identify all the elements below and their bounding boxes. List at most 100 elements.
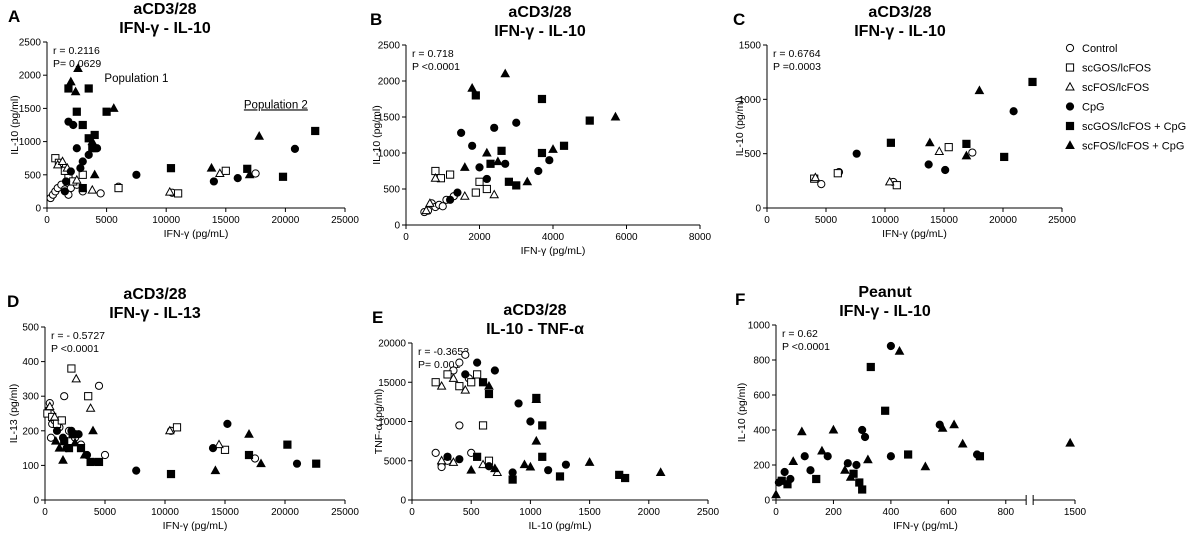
series-scfos-lcfos (810, 146, 945, 186)
data-point (108, 103, 119, 112)
data-point (446, 195, 455, 204)
data-point (949, 419, 959, 429)
data-point (490, 123, 499, 132)
y-axis-label: IL-10 (pg/ml) (371, 105, 383, 165)
legend-marker (1065, 140, 1075, 149)
data-point (437, 462, 446, 472)
data-point (72, 144, 81, 153)
stats-line: r = - 0.5727 (51, 330, 105, 342)
data-point (256, 458, 266, 468)
data-point (455, 358, 464, 367)
series-scfos-lcfos (52, 156, 225, 196)
data-point (812, 474, 821, 484)
stats-line: r = -0.3653 (418, 346, 469, 358)
data-point (548, 144, 558, 153)
data-point (221, 166, 230, 175)
data-point (974, 85, 985, 95)
data-point (72, 107, 81, 116)
data-point (968, 148, 977, 157)
series-cpg (443, 358, 571, 477)
panel-letter: C (733, 10, 745, 29)
x-tick-label: 6000 (615, 232, 638, 243)
data-point (436, 455, 447, 465)
data-point (70, 86, 81, 96)
series-scgos-lcfos-cpg (777, 362, 985, 494)
data-point (94, 457, 104, 467)
stats-line: P =0.0003 (773, 61, 821, 73)
data-point (446, 170, 455, 179)
legend-label: scFOS/lcFOS (1082, 82, 1149, 94)
data-point (453, 188, 462, 197)
y-axis-label: TNF-α (pg/ml) (373, 389, 385, 455)
legend-item: scGOS/lcFOS (1065, 63, 1151, 75)
data-point (84, 392, 93, 401)
y-tick-label: 1500 (739, 41, 762, 52)
y-tick-label: 200 (22, 426, 39, 437)
data-point (283, 440, 292, 449)
y-tick-label: 300 (22, 392, 39, 403)
legend-item: scGOS/lcFOS + CpG (1065, 121, 1186, 133)
data-point (166, 164, 176, 173)
data-point (534, 166, 543, 176)
data-point (561, 460, 571, 469)
panel-title: aCD3/28 (508, 4, 571, 21)
data-point (220, 445, 230, 454)
x-tick-label: 0 (403, 232, 409, 243)
data-point (466, 464, 477, 474)
data-point (85, 403, 96, 412)
data-point (457, 128, 466, 137)
data-point (312, 459, 321, 468)
data-point (71, 373, 82, 383)
x-tick-label: 15000 (211, 507, 239, 518)
legend-marker (1065, 102, 1075, 111)
data-point (94, 381, 104, 390)
data-point (866, 362, 875, 372)
data-point (489, 189, 500, 199)
x-tick-label: 20000 (989, 215, 1017, 226)
data-point (455, 455, 464, 464)
data-point (537, 94, 547, 104)
data-point (585, 116, 594, 125)
y-tick-label: 0 (35, 204, 41, 215)
data-point (455, 382, 464, 391)
series-cpg (446, 118, 554, 204)
annotation-label: Population 2 (244, 99, 308, 111)
data-point (855, 478, 864, 487)
x-tick-label: 15000 (212, 215, 240, 226)
data-point (67, 364, 76, 373)
x-tick-label: 500 (463, 507, 480, 518)
legend-item: Control (1065, 43, 1117, 55)
series-scgos-lcfos-cpg (886, 77, 1037, 162)
panel-subtitle: IFN-γ - IL-10 (494, 23, 586, 40)
stats-line: r = 0.62 (782, 328, 818, 340)
panel-letter: F (735, 290, 745, 309)
data-point (69, 120, 78, 130)
x-axis-label: IFN-γ (pg/mL) (163, 520, 228, 532)
data-point (436, 380, 447, 390)
x-tick-label: 25000 (331, 215, 359, 226)
series-scfos-lcfos (44, 373, 224, 449)
data-point (522, 176, 533, 186)
data-point (467, 378, 476, 387)
data-point (504, 177, 513, 186)
panel-title: aCD3/28 (868, 4, 931, 21)
y-tick-label: 800 (753, 356, 770, 367)
data-point (50, 435, 61, 445)
legend-marker (1065, 43, 1075, 53)
data-point (858, 425, 867, 435)
data-point (519, 459, 530, 469)
series-scfos-lcfos-cpg (50, 425, 266, 475)
series-scgos-lcfos (431, 370, 494, 465)
panel-subtitle: IFN-γ - IL-10 (854, 23, 946, 40)
data-point (52, 426, 62, 435)
data-point (508, 468, 517, 477)
data-point (482, 174, 491, 184)
data-point (448, 373, 459, 382)
x-axis-label: IL-10 (pg/mL) (528, 520, 591, 532)
data-point (555, 472, 565, 481)
panel-letter: B (370, 10, 382, 29)
panel-letter: D (7, 292, 19, 311)
